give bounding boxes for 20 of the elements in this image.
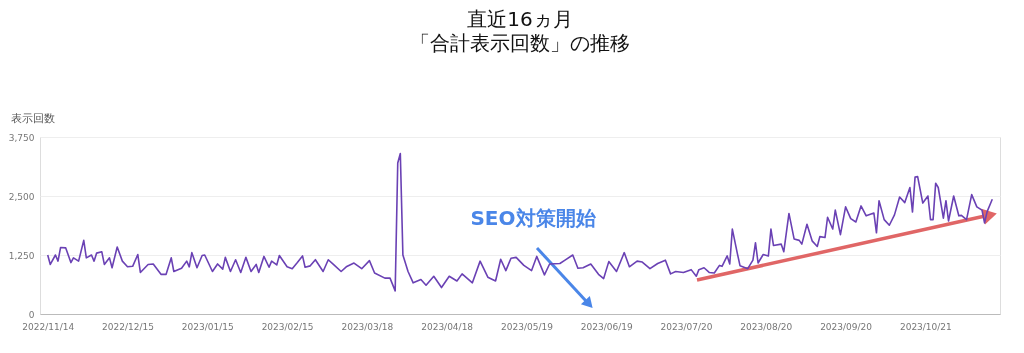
x-tick-label: 2022/11/14 xyxy=(22,321,75,332)
x-tick-label: 2023/02/15 xyxy=(261,321,314,332)
annotation: SEO対策開始 xyxy=(470,206,597,230)
y-tick-label: 2,500 xyxy=(8,191,35,202)
x-tick-label: 2023/08/20 xyxy=(740,321,793,332)
x-tick-label: 2023/06/19 xyxy=(580,321,633,332)
y-tick-label: 1,250 xyxy=(8,250,35,261)
chart-title: 直近16ヵ月 xyxy=(467,7,573,31)
x-tick-label: 2023/10/21 xyxy=(899,321,952,332)
x-tick-label: 2023/05/19 xyxy=(501,321,554,332)
y-tick-label: 3,750 xyxy=(8,132,35,143)
x-tick-label: 2023/04/18 xyxy=(421,321,474,332)
chart-subtitle: 「合計表示回数」の推移 xyxy=(410,31,630,55)
x-tick-label: 2023/07/20 xyxy=(660,321,713,332)
y-tick-label: 0 xyxy=(28,309,35,320)
x-tick-label: 2022/12/15 xyxy=(102,321,154,332)
y-axis-title: 表示回数 xyxy=(10,111,55,125)
x-tick-label: 2023/03/18 xyxy=(341,321,394,332)
x-tick-label: 2023/09/20 xyxy=(820,321,873,332)
x-tick-label: 2023/01/15 xyxy=(181,321,234,332)
